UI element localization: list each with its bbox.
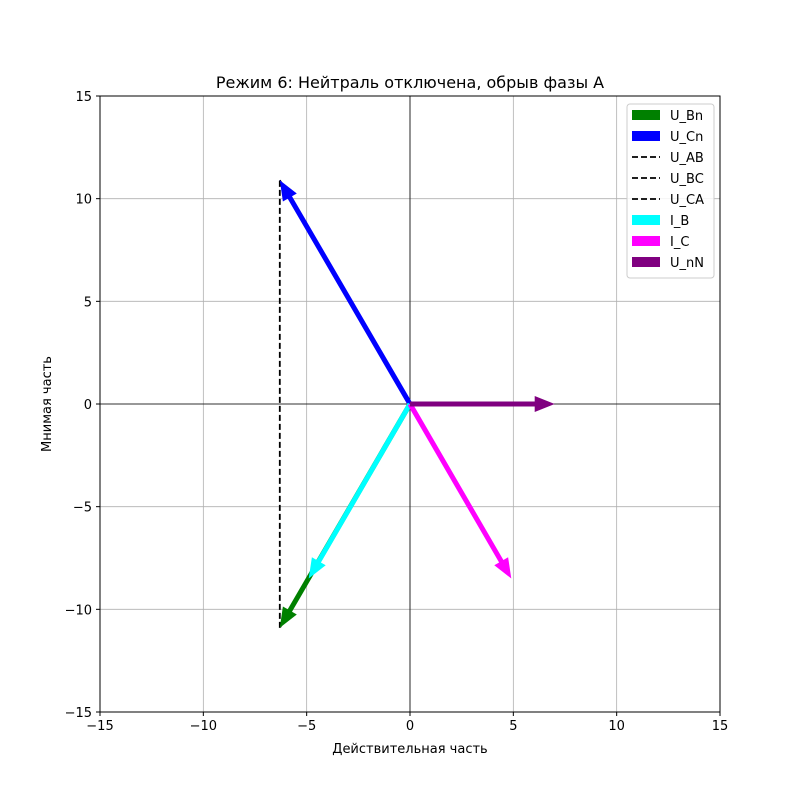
chart-title: Режим 6: Нейтраль отключена, обрыв фазы …: [216, 73, 604, 92]
series-u-nn-arrow: [410, 396, 555, 412]
x-tick-label: −15: [86, 719, 113, 734]
legend-label-u-bc: U_BC: [670, 172, 704, 187]
legend-label-u-nn: U_nN: [670, 256, 704, 271]
legend-swatch-u-cn: [632, 131, 660, 141]
y-tick-label: −10: [65, 603, 92, 618]
y-tick-label: 0: [84, 398, 92, 413]
legend-swatch-i-b: [632, 215, 660, 225]
series-u-cn-arrow: [279, 180, 413, 406]
x-tick-label: 15: [712, 719, 729, 734]
legend-swatch-u-nn: [632, 257, 660, 267]
y-axis-label: Мнимая часть: [40, 356, 55, 452]
x-tick-label: −5: [297, 719, 316, 734]
legend-label-i-b: I_B: [670, 214, 689, 229]
axis-ticks: −15 −10 −5 0 5 10 15 −15 −10 −5 0 5 10 15: [65, 90, 729, 734]
legend-swatch-i-c: [632, 236, 660, 246]
legend: U_Bn U_Cn U_AB U_BC U_CA I_B I_C U_nN: [626, 103, 715, 279]
legend-box: [626, 103, 715, 279]
y-tick-label: −15: [65, 706, 92, 721]
legend-swatch-u-bn: [632, 110, 660, 120]
legend-label-i-c: I_C: [670, 235, 689, 250]
legend-label-u-ab: U_AB: [670, 151, 704, 166]
x-tick-label: 5: [509, 719, 517, 734]
series-i-c-arrow: [407, 402, 512, 579]
x-tick-label: −10: [190, 719, 217, 734]
y-tick-label: 15: [75, 90, 92, 105]
x-axis-label: Действительная часть: [332, 742, 487, 757]
y-tick-label: −5: [73, 501, 92, 516]
x-tick-label: 10: [608, 719, 625, 734]
y-tick-label: 5: [84, 295, 92, 310]
series-layer: [278, 179, 555, 629]
legend-label-u-ca: U_CA: [670, 193, 704, 208]
series-i-b-arrow: [308, 402, 413, 579]
y-tick-label: 10: [75, 193, 92, 208]
legend-label-u-bn: U_Bn: [670, 109, 703, 124]
legend-label-u-cn: U_Cn: [670, 130, 703, 145]
x-tick-label: 0: [406, 719, 414, 734]
